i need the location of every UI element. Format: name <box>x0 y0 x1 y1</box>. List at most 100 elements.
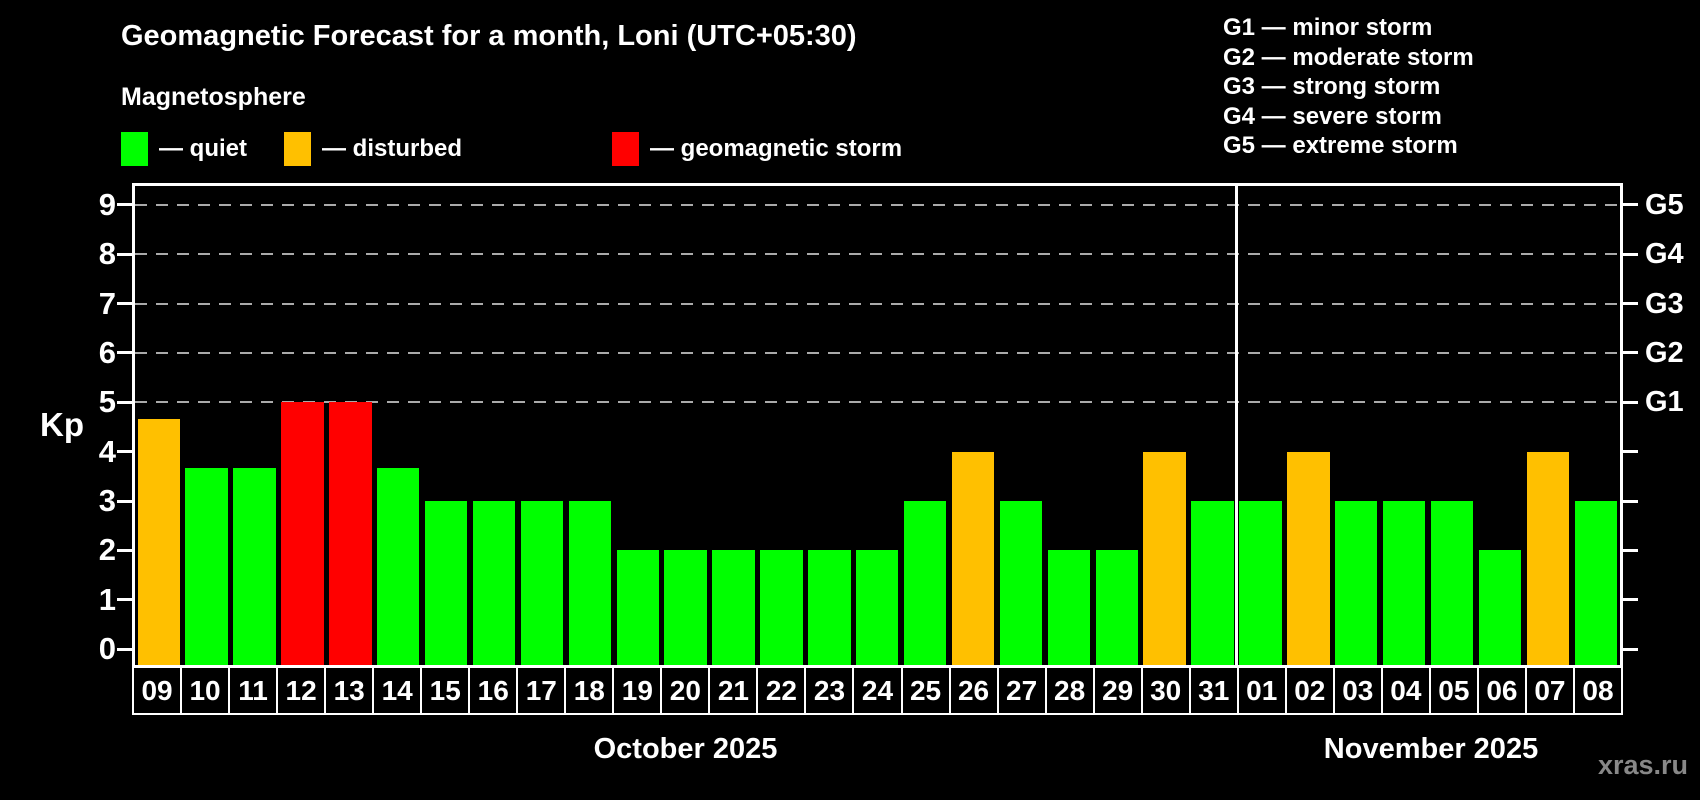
date-label-28: 28 <box>1044 666 1095 715</box>
date-label-21: 21 <box>708 666 759 715</box>
plot-wrapper: Kp 0 1 2 3 4 5 6 7 8 9 G1 G2 G3 G4 G5 <box>40 183 1684 668</box>
kp-bar-10 <box>185 467 228 665</box>
date-label-30: 30 <box>1140 666 1191 715</box>
y-tick-mark-left-3 <box>117 499 132 503</box>
y-tick-mark-left-7 <box>117 302 132 306</box>
legend-label-quiet: — quiet <box>159 134 247 162</box>
legend-label-disturbed: — disturbed <box>322 134 463 162</box>
date-label-20: 20 <box>660 666 711 715</box>
y-tick-mark-right-5 <box>1623 400 1638 404</box>
y-tick-mark-right-9 <box>1623 203 1638 207</box>
date-label-26: 26 <box>948 666 999 715</box>
y-tick-mark-left-2 <box>117 548 132 552</box>
kp-bar-31 <box>1191 501 1234 665</box>
kp-bar-15 <box>424 501 468 665</box>
g-legend-item-g2: G2 — moderate storm <box>1223 43 1474 71</box>
y-tick-mark-right-7 <box>1623 302 1638 306</box>
y-tick-label-0: 0 <box>98 631 116 667</box>
date-label-17: 17 <box>516 666 567 715</box>
gridline-kp7 <box>135 302 1620 305</box>
kp-bar-06 <box>1478 550 1522 665</box>
date-label-24: 24 <box>852 666 903 715</box>
y-tick-mark-left-9 <box>117 203 132 207</box>
date-label-18: 18 <box>564 666 615 715</box>
month-label-november: November 2025 <box>1323 733 1539 765</box>
right-axis-label-g2: G2 <box>1645 336 1684 369</box>
g-legend-item-g5: G5 — extreme storm <box>1223 132 1458 159</box>
kp-bar-20 <box>664 550 707 665</box>
y-tick-mark-left-4 <box>117 450 132 454</box>
right-axis-label-g1: G1 <box>1645 386 1684 419</box>
date-label-14: 14 <box>372 666 423 715</box>
date-label-07: 07 <box>1524 666 1575 715</box>
kp-bar-05 <box>1430 501 1474 665</box>
legend-item-storm: — geomagnetic storm <box>612 131 902 166</box>
y-tick-mark-left-0 <box>117 647 132 651</box>
kp-bar-19 <box>616 550 659 665</box>
y-tick-mark-right-8 <box>1623 252 1638 256</box>
y-axis-label-kp: Kp <box>40 406 84 443</box>
y-tick-mark-right-1 <box>1623 598 1638 602</box>
kp-bar-16 <box>472 501 516 665</box>
date-label-15: 15 <box>420 666 471 715</box>
date-label-04: 04 <box>1380 666 1431 715</box>
kp-bar-13 <box>329 402 372 665</box>
gridline-kp9 <box>135 203 1620 206</box>
y-tick-label-4: 4 <box>98 433 116 469</box>
date-label-11: 11 <box>228 666 279 715</box>
kp-bar-11 <box>233 467 276 665</box>
date-label-12: 12 <box>276 666 327 715</box>
y-tick-label-9: 9 <box>98 186 116 222</box>
y-tick-mark-right-2 <box>1623 548 1638 552</box>
disturbed-swatch-icon <box>284 131 311 166</box>
kp-bar-02 <box>1287 451 1330 665</box>
kp-bar-17 <box>520 501 564 665</box>
magnetosphere-label: Magnetosphere <box>121 83 306 111</box>
kp-bar-23 <box>808 550 851 665</box>
kp-bar-12 <box>281 402 324 665</box>
date-label-10: 10 <box>180 666 231 715</box>
y-tick-mark-right-0 <box>1623 647 1638 651</box>
y-tick-mark-left-5 <box>117 400 132 404</box>
right-axis-label-g3: G3 <box>1645 287 1684 320</box>
kp-bar-24 <box>856 550 899 665</box>
gridline-kp5 <box>135 401 1620 404</box>
y-tick-mark-left-1 <box>117 598 132 602</box>
legend-item-disturbed: — disturbed <box>284 131 462 166</box>
y-tick-label-5: 5 <box>98 384 116 420</box>
g-scale-legend: G1 — minor storm G2 — moderate storm G3 … <box>1223 13 1474 161</box>
kp-bar-08 <box>1574 501 1617 665</box>
date-label-06: 06 <box>1476 666 1527 715</box>
y-tick-label-3: 3 <box>98 483 116 519</box>
g-legend-item-g3: G3 — strong storm <box>1223 73 1441 100</box>
kp-bar-01 <box>1239 501 1282 665</box>
y-tick-mark-right-6 <box>1623 351 1638 355</box>
kp-bar-22 <box>760 550 803 665</box>
date-label-23: 23 <box>804 666 855 715</box>
y-tick-label-2: 2 <box>98 532 116 568</box>
kp-bar-14 <box>377 467 420 665</box>
kp-bar-21 <box>712 550 755 665</box>
kp-bar-03 <box>1335 501 1378 665</box>
date-label-05: 05 <box>1428 666 1479 715</box>
y-tick-mark-left-8 <box>117 252 132 256</box>
date-label-03: 03 <box>1332 666 1383 715</box>
x-axis-date-row: 09 10 11 12 13 14 15 16 17 18 19 20 21 22 23 24 25 26 27 28… <box>132 666 1623 715</box>
date-label-09: 09 <box>132 666 183 715</box>
kp-bar-27 <box>999 501 1043 665</box>
y-tick-label-6: 6 <box>98 334 116 370</box>
date-label-31: 31 <box>1188 666 1239 715</box>
date-label-16: 16 <box>468 666 519 715</box>
watermark-xras: xras.ru <box>1597 750 1688 780</box>
chart-title: Geomagnetic Forecast for a month, Loni (… <box>121 20 857 52</box>
g-legend-item-g1: G1 — minor storm <box>1223 14 1433 41</box>
kp-bar-09 <box>137 418 180 665</box>
y-tick-mark-right-3 <box>1623 499 1638 503</box>
date-label-25: 25 <box>900 666 951 715</box>
date-label-01: 01 <box>1236 666 1287 715</box>
y-tick-label-7: 7 <box>98 285 116 321</box>
date-label-08: 08 <box>1572 666 1623 715</box>
storm-swatch-icon <box>612 131 639 166</box>
kp-bar-28 <box>1047 550 1091 665</box>
